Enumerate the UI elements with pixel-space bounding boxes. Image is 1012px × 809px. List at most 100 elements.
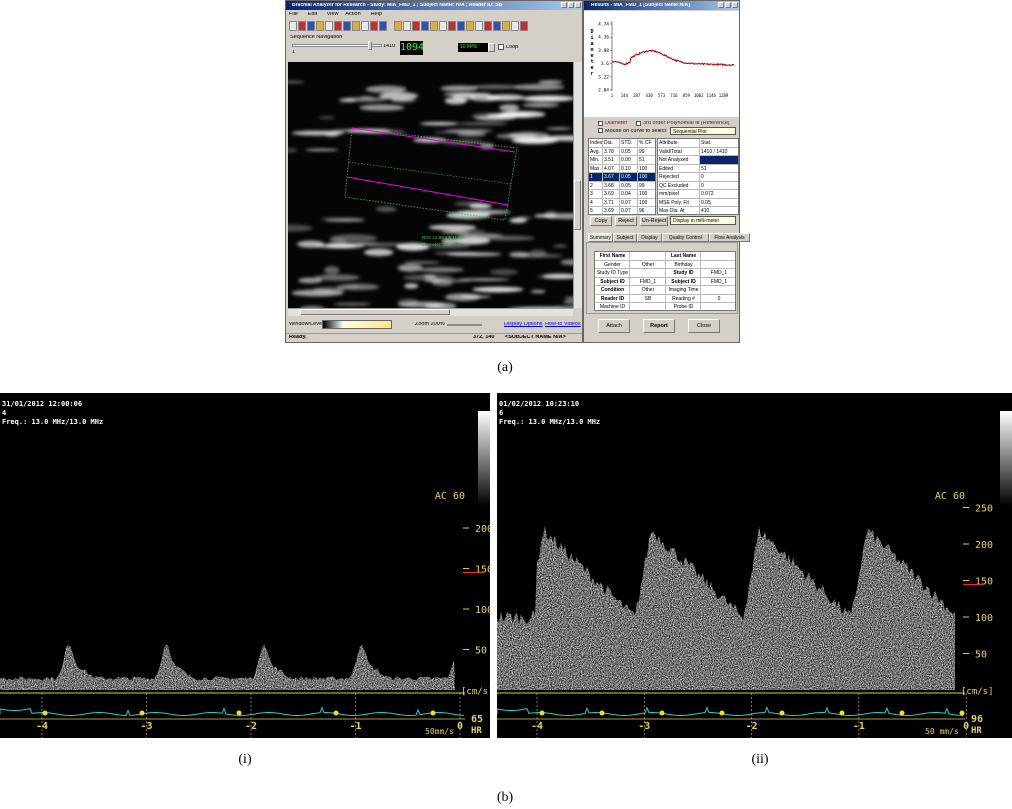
footer-button[interactable]: Attach [598, 319, 630, 333]
tissue-streak [497, 111, 546, 118]
window-button[interactable] [561, 2, 567, 8]
toolbar-icon[interactable] [316, 21, 324, 31]
zoom-slider[interactable] [447, 324, 482, 326]
ecg-marker [236, 710, 242, 716]
tab[interactable]: Summary [588, 233, 613, 242]
toolbar-icon[interactable] [421, 21, 429, 31]
mode-select[interactable]: Sequential Plot [670, 127, 736, 135]
toolbar-icon[interactable] [343, 21, 351, 31]
tissue-streak [489, 268, 518, 276]
tissue-streak [403, 261, 441, 265]
results-title-bar [584, 1, 739, 10]
footer-button[interactable]: Report [643, 319, 675, 333]
y-tick-label: 2.84 [598, 88, 609, 94]
toolbar-icon[interactable] [511, 21, 519, 31]
scale-label: 250 [975, 504, 993, 515]
roi-box [344, 127, 518, 221]
status-subject: <SUBJECT NAME N/A> [505, 335, 566, 340]
footer-button[interactable]: Close [688, 319, 720, 333]
fps-select[interactable]: 10 FPS [458, 43, 488, 52]
fps-arrow[interactable] [488, 43, 495, 52]
window-button[interactable] [568, 2, 574, 8]
gray-scale [1000, 411, 1012, 506]
poly-check[interactable] [636, 121, 641, 126]
menu-item[interactable]: Help [370, 11, 382, 17]
h-thumb[interactable] [300, 309, 450, 315]
tab-panel [586, 242, 738, 314]
y-label-char: e [590, 53, 593, 59]
toolbar-icon[interactable] [466, 21, 474, 31]
toolbar-icon[interactable] [484, 21, 492, 31]
v-thumb[interactable] [574, 180, 581, 230]
tab[interactable]: Flow Analysis [708, 233, 751, 242]
toolbar-icon[interactable] [334, 21, 342, 31]
window-button[interactable] [575, 2, 581, 8]
tissue-streak [363, 248, 394, 257]
diameter-plot: DiameterDiameter4.744.363.983.63.222.841… [584, 11, 739, 117]
toolbar-icon[interactable] [379, 21, 387, 31]
window-button[interactable] [725, 2, 731, 8]
tab[interactable]: Quality Control [661, 233, 709, 242]
toolbar-icon[interactable] [394, 21, 402, 31]
toolbar-icon[interactable] [307, 21, 315, 31]
toolbar-icon[interactable] [457, 21, 465, 31]
diameter-check[interactable] [598, 121, 603, 126]
menu-item[interactable]: Edit [307, 11, 318, 17]
toolbar-icon[interactable] [475, 21, 483, 31]
tissue-streak [472, 286, 524, 293]
toolbar-icon[interactable] [439, 21, 447, 31]
menu-item[interactable]: File [289, 11, 298, 17]
toolbar-icon[interactable] [430, 21, 438, 31]
tissue-streak [545, 305, 573, 308]
window-level-bar[interactable] [322, 320, 392, 329]
ecg-marker [42, 710, 48, 716]
toolbar-icon[interactable] [502, 21, 510, 31]
toolbar-icon[interactable] [289, 21, 297, 31]
tissue-streak [336, 283, 380, 291]
table-cell: 3.69 [603, 190, 620, 199]
toolbar-icon[interactable] [412, 21, 420, 31]
tissue-streak [457, 122, 508, 126]
action-button[interactable]: Un-Reject [640, 216, 668, 226]
table-cell: 100 [638, 165, 655, 173]
heart-rate: 96 [971, 714, 983, 725]
action-button[interactable]: Copy [590, 216, 612, 226]
how-to-videos[interactable]: How-to Videos [545, 322, 581, 327]
tissue-streak [564, 296, 573, 300]
table-cell: Dia. [603, 139, 620, 148]
unit-select[interactable]: Display in milli-meter [670, 216, 736, 225]
doppler-index: 6 [499, 409, 503, 417]
seq-thumb[interactable] [368, 41, 372, 50]
loop-check[interactable] [498, 44, 504, 50]
display-options[interactable]: Display Options [504, 322, 543, 327]
roi-size: ROI: 12.96 x 5.11 mm [422, 236, 466, 240]
toolbar-icon[interactable] [403, 21, 411, 31]
summary-cell: Other [630, 260, 666, 269]
y-tick-label: 4.36 [598, 35, 609, 41]
toolbar-icon[interactable] [448, 21, 456, 31]
toolbar-icon[interactable] [520, 21, 528, 31]
summary-table: First Name Last Name Gender Other Birthday St… [594, 251, 736, 311]
scale-label: 100 [475, 605, 490, 616]
mouse-check[interactable] [598, 128, 603, 133]
toolbar-icon[interactable] [361, 21, 369, 31]
menu-item[interactable]: Action [345, 11, 361, 17]
summary-cell [630, 269, 666, 278]
menu-item[interactable]: View [326, 11, 339, 17]
tab[interactable]: Display [637, 233, 662, 242]
toolbar-icon[interactable] [352, 21, 360, 31]
tissue-streak [291, 289, 344, 297]
toolbar-icon[interactable] [298, 21, 306, 31]
window-button[interactable] [718, 2, 724, 8]
action-button[interactable]: Reject [615, 216, 637, 226]
sweep-speed: 50 mm/s [925, 727, 959, 736]
toolbar-icon[interactable] [370, 21, 378, 31]
tab[interactable]: Subject [612, 233, 638, 242]
toolbar-icon[interactable] [493, 21, 501, 31]
status-bar [286, 333, 582, 342]
window-button[interactable] [732, 2, 738, 8]
tissue-streak [552, 244, 568, 248]
time-label: -3 [638, 721, 650, 732]
tissue-streak [522, 103, 560, 108]
toolbar-icon[interactable] [325, 21, 333, 31]
